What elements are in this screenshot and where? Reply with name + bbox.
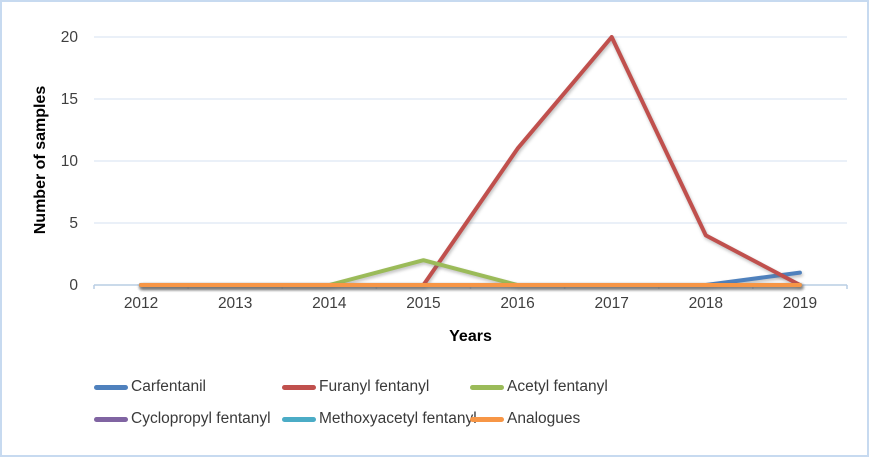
x-tick-label-2016: 2016 (500, 295, 534, 312)
legend: Carfentanil Furanyl fentanyl Acetyl fentan… (94, 378, 670, 428)
legend-label-methoxyacetyl-fentanyl: Methoxyacetyl fentanyl (319, 410, 477, 427)
legend-swatch-acetyl-fentanyl (470, 384, 504, 390)
x-tick-label-2019: 2019 (783, 295, 817, 312)
y-tick-label-15: 15 (61, 91, 78, 108)
x-tick-label-2017: 2017 (594, 295, 628, 312)
legend-item-methoxyacetyl-fentanyl: Methoxyacetyl fentanyl (282, 410, 477, 428)
legend-item-carfentanil: Carfentanil (94, 378, 282, 396)
x-tick-label-2018: 2018 (689, 295, 723, 312)
x-tick-label-2013: 2013 (218, 295, 252, 312)
x-tick-label-2015: 2015 (406, 295, 440, 312)
legend-swatch-cyclopropyl-fentanyl (94, 416, 128, 422)
plot-area: 0 5 10 15 20 2012 2013 2014 2015 2016 2017 2018 2019 (61, 29, 848, 312)
legend-label-analogues: Analogues (507, 410, 581, 427)
legend-item-acetyl-fentanyl: Acetyl fentanyl (470, 378, 670, 396)
legend-swatch-methoxyacetyl-fentanyl (282, 416, 316, 422)
y-tick-label-10: 10 (61, 153, 79, 170)
legend-item-analogues: Analogues (470, 410, 670, 428)
x-tick-label-2014: 2014 (312, 295, 347, 312)
legend-label-cyclopropyl-fentanyl: Cyclopropyl fentanyl (131, 410, 271, 427)
x-axis-title: Years (449, 328, 492, 345)
y-axis-title: Number of samples (32, 85, 49, 235)
legend-label-furanyl-fentanyl: Furanyl fentanyl (319, 378, 430, 395)
x-tick-label-2012: 2012 (124, 295, 158, 312)
series-line-acetyl-fentanyl (139, 258, 802, 287)
legend-swatch-furanyl-fentanyl (282, 384, 316, 390)
y-tick-label-0: 0 (69, 277, 78, 294)
y-tick-label-20: 20 (61, 29, 79, 46)
legend-swatch-carfentanil (94, 384, 128, 390)
legend-item-furanyl-fentanyl: Furanyl fentanyl (282, 378, 470, 396)
legend-swatch-analogues (470, 416, 504, 422)
legend-label-carfentanil: Carfentanil (131, 378, 206, 395)
legend-item-cyclopropyl-fentanyl: Cyclopropyl fentanyl (94, 410, 282, 428)
legend-label-acetyl-fentanyl: Acetyl fentanyl (507, 378, 608, 395)
y-tick-label-5: 5 (69, 215, 78, 232)
